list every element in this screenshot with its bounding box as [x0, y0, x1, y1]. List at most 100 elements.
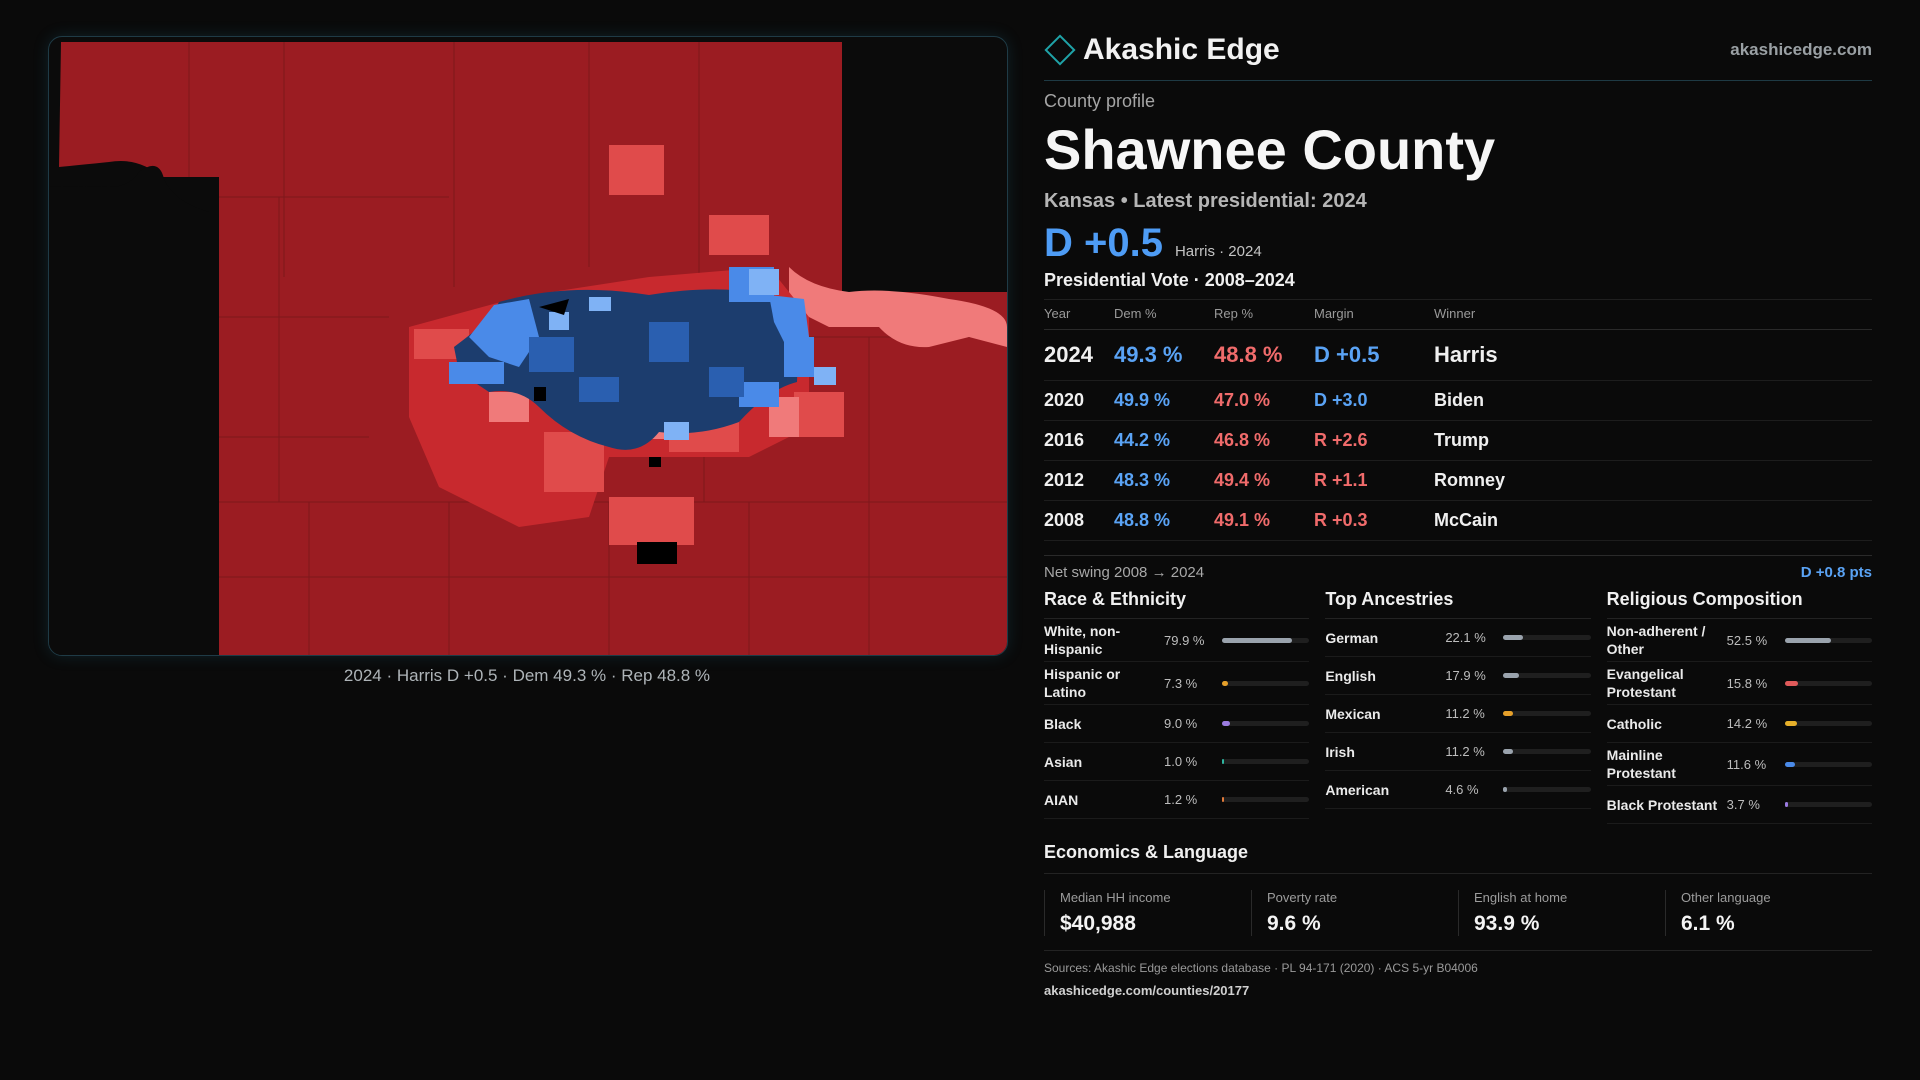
brand-name: Akashic Edge — [1083, 33, 1280, 66]
vote-cell-dem: 48.3 % — [1114, 460, 1214, 501]
vote-cell-dem: 49.3 % — [1114, 329, 1214, 381]
vote-cell-rep: 47.0 % — [1214, 380, 1314, 421]
demo-row: Asian 1.0 % — [1044, 743, 1310, 781]
demo-bar — [1503, 635, 1591, 640]
demo-pct: 3.7 % — [1726, 797, 1760, 812]
vote-cell-rep: 48.8 % — [1214, 329, 1314, 381]
demo-pct: 7.3 % — [1164, 675, 1198, 691]
vote-row: 2024 49.3 % 48.8 % D +0.5 Harris — [1044, 329, 1872, 381]
vote-cell-rep: 49.1 % — [1214, 500, 1314, 541]
economics-title: Economics & Language — [1044, 842, 1872, 874]
vote-cell-margin: D +0.5 — [1314, 329, 1434, 381]
econ-cell: Median HH income $40,988 — [1044, 890, 1251, 936]
vote-cell-year: 2008 — [1044, 500, 1114, 541]
map-caption: 2024 · Harris D +0.5 · Dem 49.3 % · Rep … — [343, 666, 711, 685]
demo-label: English — [1325, 667, 1376, 684]
demo-row: Mainline Protestant 11.6 % — [1606, 743, 1872, 786]
demo-group: Religious Composition Non-adherent / Othe… — [1606, 589, 1872, 824]
demo-bar-fill — [1222, 637, 1292, 643]
demo-bar-fill — [1222, 759, 1224, 764]
margin-note: Harris · 2024 — [1174, 243, 1262, 260]
demo-bar-fill — [1784, 680, 1799, 686]
vote-cell-margin: R +2.6 — [1314, 420, 1434, 461]
vote-cell-dem: 48.8 % — [1114, 500, 1214, 541]
vote-cell-winner: Trump — [1434, 420, 1872, 461]
demo-label: Irish — [1325, 743, 1355, 760]
demo-bar-fill — [1503, 711, 1514, 716]
demo-bar-fill — [1784, 637, 1831, 643]
demo-pct: 11.2 % — [1445, 744, 1485, 759]
demo-label: Catholic — [1606, 715, 1662, 732]
county-url[interactable]: akashicedge.com/counties/20177 — [1044, 983, 1250, 998]
demo-row: Black 9.0 % — [1044, 705, 1310, 743]
demo-pct: 9.0 % — [1164, 716, 1198, 731]
demo-row: English 17.9 % — [1325, 657, 1591, 695]
demo-pct: 4.6 % — [1445, 782, 1479, 797]
vote-section-title: Presidential Vote · 2008–2024 — [1044, 270, 1295, 290]
vote-cell-winner: Romney — [1434, 460, 1872, 501]
demo-row: Mexican 11.2 % — [1325, 695, 1591, 733]
col-dem: Dem % — [1114, 299, 1214, 330]
vote-cell-margin: D +3.0 — [1314, 380, 1434, 421]
demo-group-title: Religious Composition — [1606, 589, 1872, 619]
vote-cell-winner: McCain — [1434, 500, 1872, 541]
vote-cell-margin: R +1.1 — [1314, 460, 1434, 501]
site-link[interactable]: akashicedge.com — [1730, 40, 1872, 59]
vote-cell-year: 2012 — [1044, 460, 1114, 501]
demo-label: Black Protestant — [1606, 796, 1718, 813]
precinct-map[interactable] — [48, 36, 1008, 656]
econ-cell: English at home 93.9 % — [1458, 890, 1665, 936]
demo-group-title: Top Ancestries — [1325, 589, 1591, 619]
net-swing: Net swing 2008 → 2024 D +0.8 pts — [1044, 555, 1872, 581]
demo-row: White, non-Hispanic 79.9 % — [1044, 619, 1310, 662]
econ-value: 93.9 % — [1474, 912, 1540, 935]
vote-row: 2020 49.9 % 47.0 % D +3.0 Biden — [1044, 380, 1872, 421]
header: Akashic Edge akashicedge.com — [1044, 30, 1872, 81]
demo-bar-fill — [1222, 797, 1224, 802]
econ-label: English at home — [1474, 890, 1568, 905]
econ-value: 9.6 % — [1267, 912, 1321, 935]
demo-pct: 79.9 % — [1164, 632, 1205, 648]
demo-row: Black Protestant 3.7 % — [1606, 786, 1872, 824]
demo-bar — [1784, 761, 1872, 767]
precinct-map-svg — [49, 42, 1007, 655]
demo-pct: 22.1 % — [1445, 630, 1486, 645]
econ-value: 6.1 % — [1681, 912, 1735, 935]
econ-cell: Poverty rate 9.6 % — [1251, 890, 1458, 936]
demo-group: Race & Ethnicity White, non-Hispanic 79.9 … — [1044, 589, 1310, 824]
demo-bar — [1503, 673, 1591, 678]
page-subtitle: Kansas • Latest presidential: 2024 — [1044, 190, 1367, 212]
demo-pct: 15.8 % — [1726, 675, 1768, 691]
econ-value: $40,988 — [1060, 912, 1136, 935]
econ-label: Poverty rate — [1267, 890, 1338, 905]
demo-label: Hispanic or Latino — [1044, 666, 1121, 700]
demo-bar-fill — [1503, 787, 1508, 792]
demo-row: Evangelical Protestant 15.8 % — [1606, 662, 1872, 705]
demo-bar — [1222, 797, 1310, 802]
tilt-rep-precincts — [414, 145, 844, 545]
river-cut — [49, 165, 219, 655]
demo-bar — [1222, 680, 1310, 686]
demo-bar — [1503, 749, 1591, 754]
vote-row: 2016 44.2 % 46.8 % R +2.6 Trump — [1044, 420, 1872, 461]
demo-label: German — [1325, 629, 1379, 646]
demo-pct: 11.6 % — [1726, 756, 1767, 772]
demo-bar-fill — [1503, 749, 1514, 754]
demo-row: Catholic 14.2 % — [1606, 705, 1872, 743]
headline-margin: D +0.5 Harris · 2024 — [1044, 221, 1872, 266]
demo-bar-fill — [1222, 680, 1229, 686]
vote-cell-rep: 46.8 % — [1214, 420, 1314, 461]
sources-note: Sources: Akashic Edge elections database… — [1044, 950, 1872, 975]
demo-group: Top Ancestries German 22.1 % English 17.9 % M… — [1325, 589, 1591, 824]
demo-label: Black — [1044, 715, 1082, 732]
demo-bar — [1784, 721, 1872, 726]
col-winner: Winner — [1434, 299, 1872, 330]
tilt-dem-precincts — [449, 267, 814, 407]
demo-pct: 11.2 % — [1445, 706, 1485, 721]
econ-label: Other language — [1681, 890, 1771, 905]
vote-cell-dem: 49.9 % — [1114, 380, 1214, 421]
col-year: Year — [1044, 299, 1114, 330]
demo-row: Irish 11.2 % — [1325, 733, 1591, 771]
vote-cell-year: 2024 — [1044, 329, 1114, 381]
econ-label: Median HH income — [1060, 890, 1171, 905]
